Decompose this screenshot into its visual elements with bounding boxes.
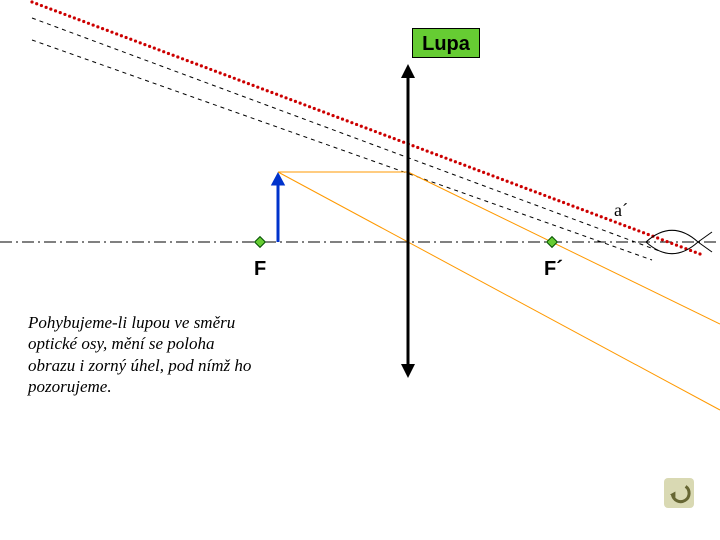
red-dotted-ray — [30, 0, 701, 255]
eye-lash-2 — [698, 242, 712, 252]
diagram-stage: Lupa F F´ a´ Pohybujeme-li lupou ve směr… — [0, 0, 720, 540]
lens-arrow-bottom — [401, 364, 415, 378]
caption-text: Pohybujeme-li lupou ve směruoptické osy,… — [28, 312, 328, 397]
object-arrow-head — [271, 172, 285, 186]
focal-marker-f-prime — [547, 237, 558, 248]
diagram-svg — [0, 0, 720, 540]
focal-marker-f — [255, 237, 266, 248]
virtual-ray-1 — [32, 18, 662, 252]
ray-through-f-prime — [408, 172, 720, 324]
ray-through-center — [278, 172, 720, 410]
title-badge: Lupa — [412, 28, 480, 58]
angle-alpha-prime-label: a´ — [614, 200, 628, 221]
eye-top — [646, 230, 698, 242]
virtual-ray-2 — [32, 40, 652, 260]
eye-lash-1 — [698, 232, 712, 242]
lens-arrow-top — [401, 64, 415, 78]
focal-label-f-prime: F´ — [544, 258, 563, 281]
focal-label-f: F — [254, 258, 266, 281]
